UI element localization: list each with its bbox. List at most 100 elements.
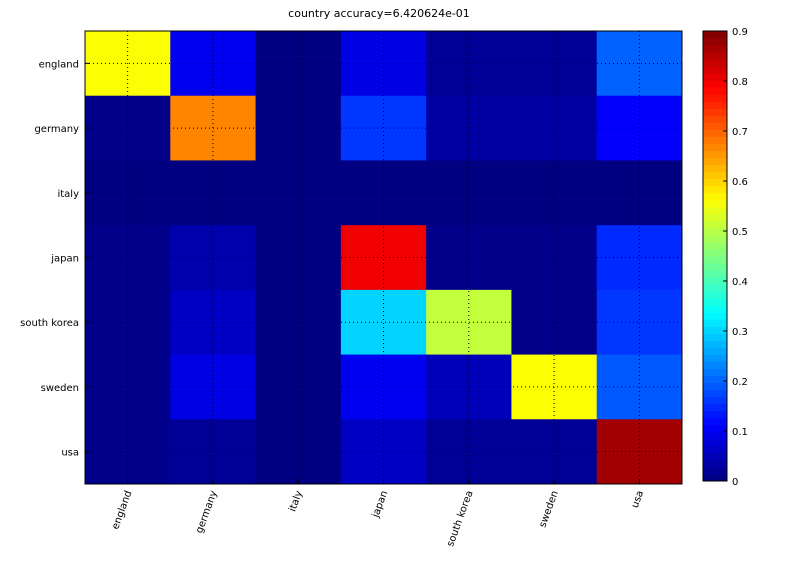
y-tick-label: usa	[61, 448, 79, 459]
colorbar-segment	[703, 192, 727, 201]
colorbar-segment	[703, 438, 727, 447]
colorbar-segment	[703, 80, 727, 88]
colorbar-segment	[703, 284, 727, 292]
colorbar-segment	[703, 143, 727, 152]
colorbar-frame	[702, 30, 728, 482]
colorbar-segment	[703, 375, 727, 384]
colorbar-segment	[703, 199, 727, 208]
colorbar-tick-label: 0.7	[732, 127, 748, 138]
colorbar-segment	[703, 227, 727, 236]
colorbar-segment	[703, 333, 727, 341]
x-tick-label: sweden	[537, 489, 560, 529]
colorbar-segment	[703, 256, 727, 264]
heatmap-cell	[511, 225, 598, 291]
chart-title: country accuracy=6.420624e-01	[288, 7, 470, 20]
heatmap-cell	[85, 289, 171, 356]
colorbar-segment	[703, 94, 727, 102]
colorbar-segment	[703, 410, 727, 419]
colorbar-segment	[703, 45, 727, 53]
heatmap-cell	[340, 95, 427, 161]
colorbar-segment	[703, 108, 727, 116]
colorbar-segment	[703, 368, 727, 377]
colorbar-segment	[703, 417, 727, 426]
colorbar-tick-label: 0.1	[732, 427, 748, 438]
colorbar-segment	[703, 59, 727, 67]
colorbar-segment	[703, 382, 727, 391]
colorbar-segment	[703, 270, 727, 278]
x-tick-label: japan	[370, 489, 390, 520]
colorbar-segment	[703, 248, 727, 257]
y-tick-label: japan	[50, 254, 79, 265]
y-tick-label: italy	[57, 189, 79, 200]
colorbar: 0 0.1 0.2 0.3 0.4 0.5 0.6 0.7 0.8 0.9	[702, 27, 748, 488]
colorbar-segment	[703, 291, 727, 299]
colorbar-segment	[703, 389, 727, 398]
colorbar-segment	[703, 305, 727, 313]
colorbar-segment	[703, 136, 727, 144]
heatmap-cell	[596, 289, 683, 356]
colorbar-segment	[703, 122, 727, 130]
x-tick-label: germany	[194, 489, 220, 535]
colorbar-segment	[703, 157, 727, 166]
colorbar-segment	[703, 52, 727, 60]
colorbar-segment	[703, 129, 727, 137]
colorbar-segment	[703, 31, 727, 39]
x-tick-label: italy	[287, 489, 305, 513]
heatmap-cell	[255, 225, 342, 291]
colorbar-segment	[703, 298, 727, 306]
colorbar-segment	[703, 277, 727, 285]
colorbar-segment	[703, 319, 727, 327]
colorbar-segment	[703, 185, 727, 194]
colorbar-tick-label: 0.6	[732, 177, 748, 188]
colorbar-segment	[703, 459, 727, 468]
colorbar-segment	[703, 66, 727, 74]
colorbar-segment	[703, 87, 727, 95]
colorbar-tick-label: 0.5	[732, 227, 748, 238]
x-tick-label: england	[110, 489, 134, 531]
colorbar-segment	[703, 361, 727, 369]
colorbar-segment	[703, 445, 727, 454]
colorbar-segment	[703, 164, 727, 173]
colorbar-segment	[703, 396, 727, 405]
y-tick-label: england	[39, 59, 79, 70]
x-tick-labels: england germany italy japan south korea swede…	[110, 489, 646, 548]
heatmap-cell	[596, 95, 683, 161]
colorbar-segment	[703, 234, 727, 243]
colorbar-segment	[703, 213, 727, 222]
colorbar-tick-label: 0.3	[732, 327, 748, 338]
colorbar-segment	[703, 220, 727, 229]
y-tick-label: germany	[34, 124, 79, 135]
colorbar-segment	[703, 326, 727, 334]
colorbar-tick-label: 0.2	[732, 377, 748, 388]
colorbar-segment	[703, 206, 727, 215]
heatmap-cell	[85, 95, 171, 161]
colorbar-segment	[703, 452, 727, 461]
colorbar-segment	[703, 101, 727, 109]
colorbar-tick-label: 0	[732, 477, 738, 488]
y-tick-labels: england germany italy japan south korea swede…	[20, 59, 79, 458]
y-tick-label: south korea	[20, 318, 79, 329]
colorbar-segment	[703, 354, 727, 362]
heatmap-cell	[340, 289, 427, 356]
colorbar-segment	[703, 38, 727, 46]
colorbar-tick-label: 0.9	[732, 27, 748, 38]
colorbar-segment	[703, 312, 727, 320]
colorbar-segment	[703, 403, 727, 412]
colorbar-segment	[703, 241, 727, 250]
colorbar-segment	[703, 115, 727, 123]
colorbar-segment	[703, 178, 727, 187]
colorbar-segment	[703, 150, 727, 159]
colorbar-segment	[703, 263, 727, 271]
x-tick-label: usa	[630, 489, 646, 509]
y-tick-label: sweden	[41, 383, 79, 394]
colorbar-segment	[703, 171, 727, 180]
colorbar-segment	[703, 347, 727, 355]
plot-frame	[84, 30, 683, 485]
x-tick-label: south korea	[445, 489, 475, 548]
colorbar-segment	[703, 431, 727, 440]
colorbar-segment	[703, 340, 727, 348]
colorbar-tick-label: 0.4	[732, 277, 748, 288]
colorbar-segment	[703, 473, 727, 482]
colorbar-segment	[703, 424, 727, 433]
